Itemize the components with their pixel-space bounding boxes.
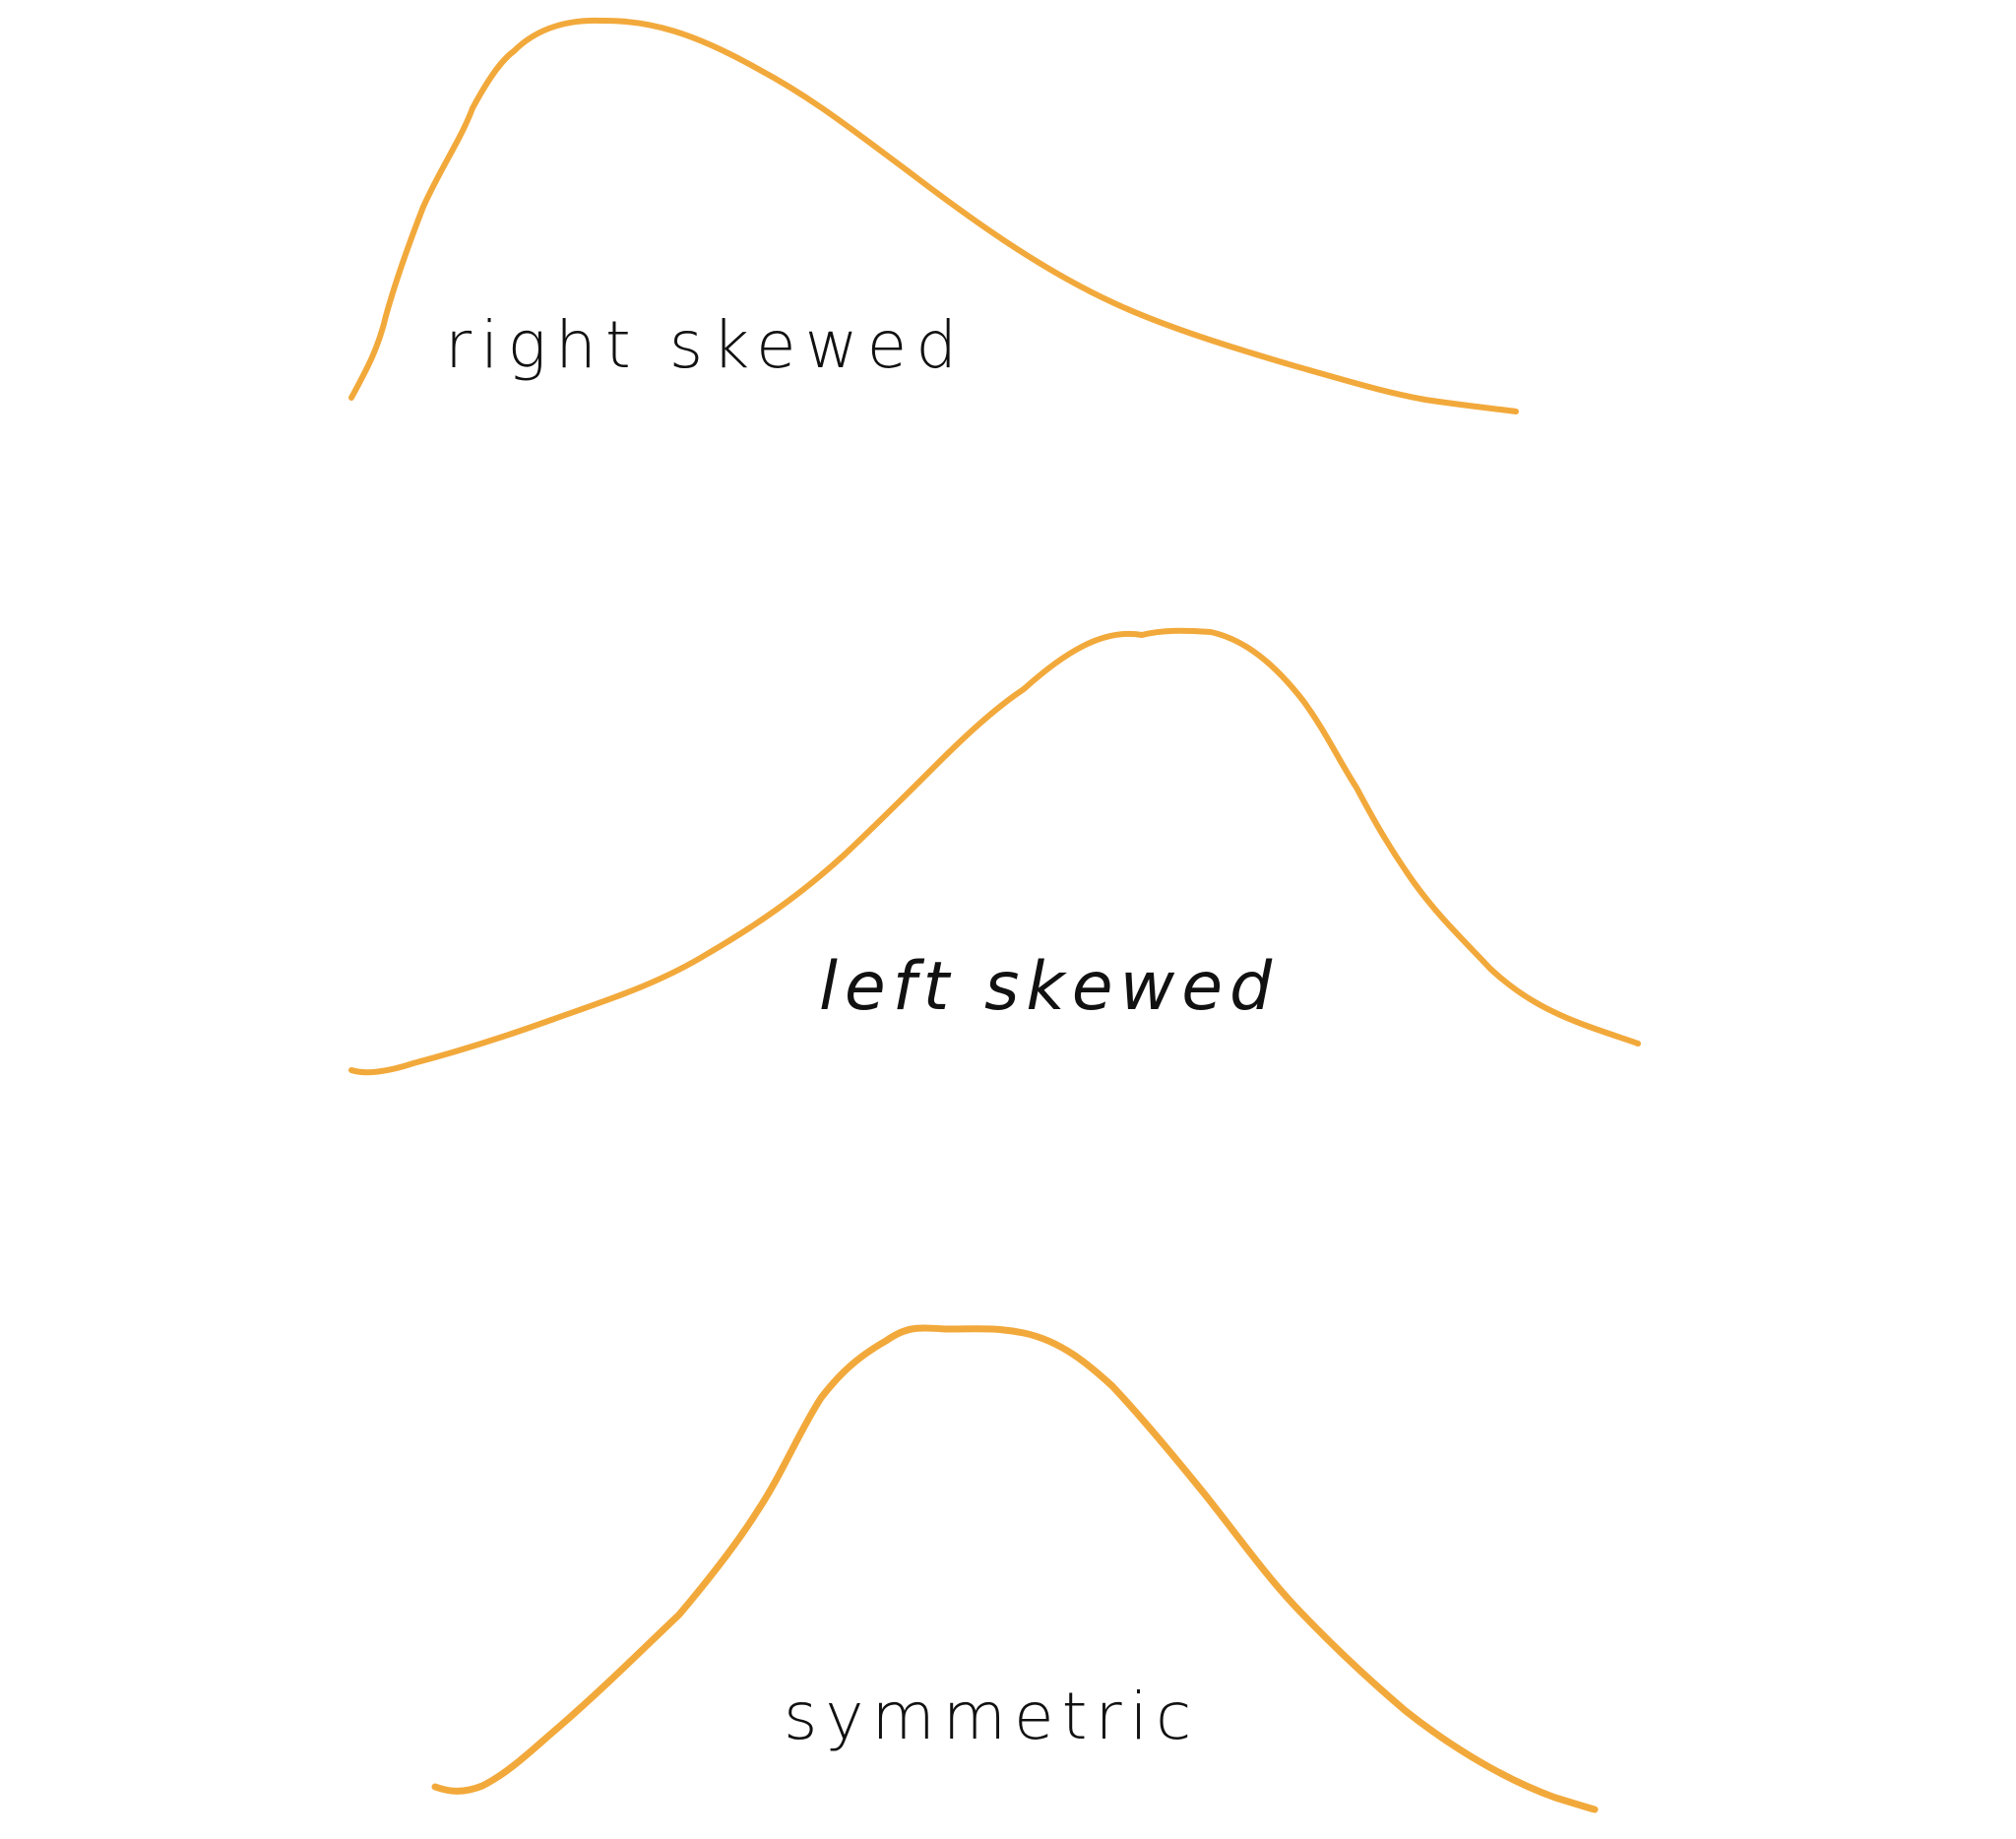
left-skewed-label: left skewed xyxy=(819,948,1279,1026)
symmetric-distribution: symmetric xyxy=(431,1324,1599,1813)
left-skewed-distribution: left skewed xyxy=(348,627,1641,1076)
left-skewed-curve xyxy=(348,627,1641,1076)
right-skewed-label: right skewed xyxy=(445,307,966,383)
symmetric-label: symmetric xyxy=(784,1679,1199,1754)
right-skewed-curve xyxy=(348,17,1519,414)
symmetric-curve xyxy=(431,1324,1599,1813)
right-skewed-distribution: right skewed xyxy=(348,17,1519,414)
